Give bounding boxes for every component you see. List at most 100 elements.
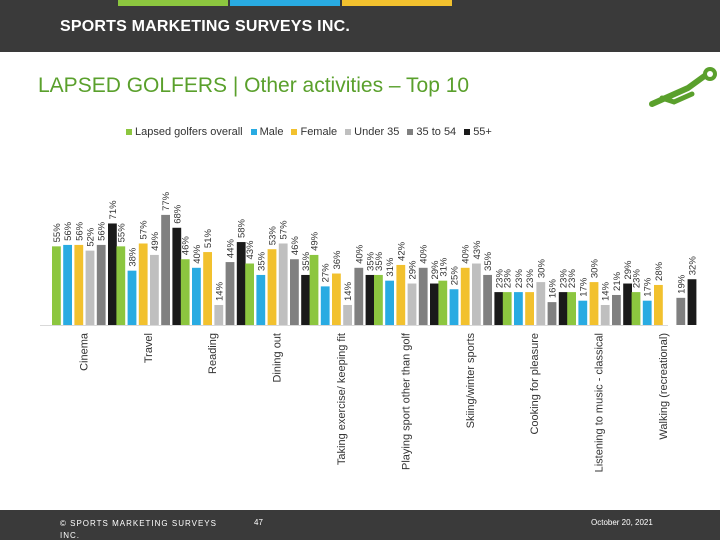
category-group: 55% 56% 56% 52% 56%71%Cinema	[52, 200, 119, 371]
bar-chart: 55% 56% 56% 52% 56%71%Cinema55%38%57%49%77%6…	[40, 191, 699, 473]
legend-item: Lapsed golfers overall	[126, 125, 243, 139]
category-group: 23% 17%30%14%21%29% Listening to music - c…	[567, 259, 634, 473]
bar	[354, 267, 364, 325]
data-label: 71%	[108, 200, 119, 220]
legend-swatch	[407, 129, 414, 135]
page-title: LAPSED GOLFERS | Other activities – Top …	[38, 74, 470, 97]
data-label: 31%	[438, 257, 449, 277]
bar	[63, 244, 72, 325]
category-group: 23% 23% 23%30%16%23%Cooking for pleasure	[503, 259, 570, 435]
bar	[385, 280, 394, 325]
bar	[525, 292, 534, 325]
category-group: 55%38%57%49% 77%68% Travel	[116, 191, 183, 363]
data-label: 32%	[688, 256, 699, 276]
legend-label: 35 to 54	[416, 126, 457, 138]
data-label: 49%	[310, 231, 321, 251]
category-group: 23% 17%28% 19%32% Walking (recreational)	[632, 256, 699, 440]
data-label: 16%	[548, 279, 559, 299]
data-label: 57%	[139, 220, 150, 240]
chart-legend: Lapsed golfers overall Male Female Under 35…	[126, 125, 492, 139]
bar	[245, 263, 254, 325]
bar	[278, 243, 288, 325]
data-label: 40%	[192, 244, 203, 264]
bar	[236, 242, 246, 325]
data-label: 43%	[472, 240, 483, 260]
legend-label: Lapsed golfers overall	[135, 126, 243, 138]
bar	[558, 292, 568, 325]
category-group: 46% 40%51% 14% 44%58% Reading	[181, 218, 248, 373]
data-label: 29%	[430, 260, 441, 280]
footer-bar: © SPORTS MARKETING SURVEYS INC. 47 Octob…	[0, 510, 720, 540]
data-label: 36%	[332, 250, 343, 270]
data-label: 46%	[181, 236, 192, 256]
bar	[494, 292, 504, 325]
bar	[567, 292, 576, 325]
stripe-green	[118, 0, 228, 6]
data-label: 42%	[396, 241, 407, 261]
bar	[449, 289, 459, 325]
data-label: 35%	[374, 251, 385, 271]
legend-item: Under 35	[345, 125, 399, 139]
data-label: 29%	[623, 260, 634, 280]
data-label: 53%	[268, 226, 279, 246]
data-label: 55%	[52, 223, 63, 243]
data-label: 46%	[290, 236, 301, 256]
bar	[108, 223, 117, 325]
bar	[589, 282, 599, 325]
bar	[320, 286, 330, 325]
category-label: Walking (recreational)	[658, 333, 670, 440]
legend-label: Female	[300, 126, 338, 138]
bar	[74, 244, 84, 325]
bar	[256, 274, 266, 325]
data-label: 27%	[321, 263, 332, 283]
data-label: 23%	[567, 269, 578, 289]
bar	[631, 292, 641, 325]
data-label: 23%	[559, 269, 570, 289]
legend-swatch	[345, 129, 352, 135]
legend-label: Under 35	[354, 126, 400, 138]
data-label: 40%	[354, 244, 365, 264]
data-label: 31%	[385, 257, 396, 277]
bar	[172, 227, 182, 325]
category-label: Reading	[207, 333, 219, 374]
legend-label: Male	[259, 126, 284, 138]
data-label: 19%	[676, 274, 687, 294]
data-label: 55%	[116, 223, 127, 243]
data-label: 14%	[214, 281, 225, 301]
data-label: 28%	[654, 261, 665, 281]
bar	[116, 246, 126, 325]
category-group: 31% 25%40% 43%35%23% Skiing/winter sports	[438, 240, 505, 428]
legend-item: 55+	[464, 125, 492, 139]
data-label: 44%	[226, 239, 237, 259]
bar	[343, 304, 352, 325]
bar	[642, 300, 652, 325]
bar	[396, 264, 406, 325]
bar	[430, 283, 439, 325]
bar	[138, 243, 148, 325]
data-label: 23%	[525, 269, 536, 289]
bar	[502, 292, 512, 325]
data-label: 14%	[343, 281, 354, 301]
stripe-dark	[0, 0, 118, 6]
bar	[150, 254, 159, 325]
category-label: Dining out	[272, 333, 284, 383]
data-label: 43%	[245, 240, 256, 260]
bar	[267, 249, 277, 325]
bar	[214, 304, 224, 325]
bar	[52, 246, 61, 325]
bar	[192, 267, 201, 325]
data-label: 23%	[503, 269, 514, 289]
page-number: 47	[254, 518, 263, 527]
data-label: 23%	[514, 269, 525, 289]
bar	[374, 274, 383, 325]
bar	[687, 279, 697, 325]
legend-swatch	[464, 129, 471, 135]
legend-swatch	[291, 129, 298, 135]
bar	[301, 274, 310, 325]
data-label: 56%	[74, 221, 85, 241]
category-label: Skiing/winter sports	[465, 333, 477, 429]
legend-item: 35 to 54	[407, 125, 456, 139]
data-label: 52%	[86, 227, 97, 247]
data-label: 35%	[483, 251, 494, 271]
data-label: 25%	[450, 266, 461, 286]
